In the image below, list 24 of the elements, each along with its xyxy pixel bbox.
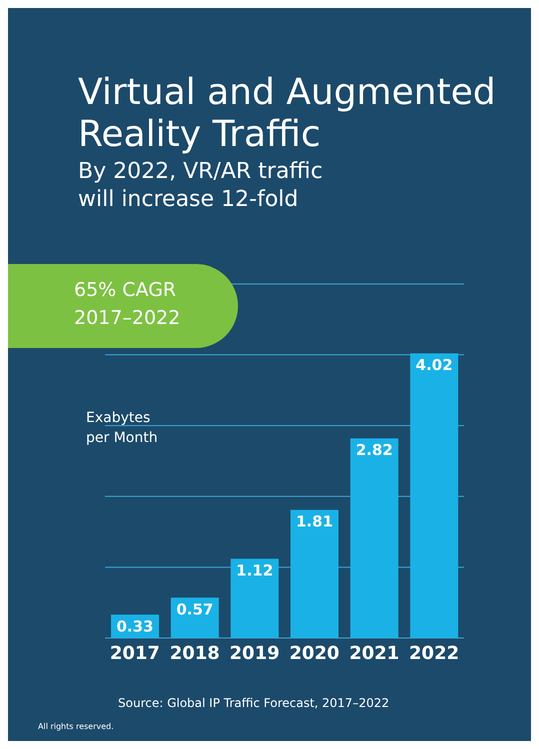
pill-badge: 65% CAGR 2017–2022 [8,264,238,348]
annotation: 65% CAGR 2017–2022 [74,278,182,331]
x-tick-label: 2022 [409,642,460,664]
bar [350,438,398,638]
data-label: 2.82 [356,440,393,459]
bar [170,598,219,638]
data-label: 0.33 [116,617,154,636]
bar [410,353,458,638]
x-tick-label: 2018 [170,642,220,664]
x-tick-label: 2020 [289,642,340,664]
bar [230,558,279,638]
chart-subtitle: By 2022, VR/AR traffic will increase 12-fold [78,158,324,214]
data-label: 1.12 [236,561,274,580]
x-tick-label: 2021 [349,642,400,664]
chart-title: Virtual and Augmented Reality Traffic [78,72,497,156]
bar [290,510,338,638]
text: All rights reserved. [38,722,114,731]
y-axis-title: Exabytes per Month [86,409,159,448]
x-tick-label: 2019 [230,642,280,664]
data-label: 4.02 [416,356,453,374]
source-note: Source: Global IP Traffic Forecast, 2017–2022 [118,696,390,710]
data-label: 0.57 [176,600,214,618]
data-label: 1.81 [296,512,334,530]
x-tick-label: 2017 [110,642,160,664]
